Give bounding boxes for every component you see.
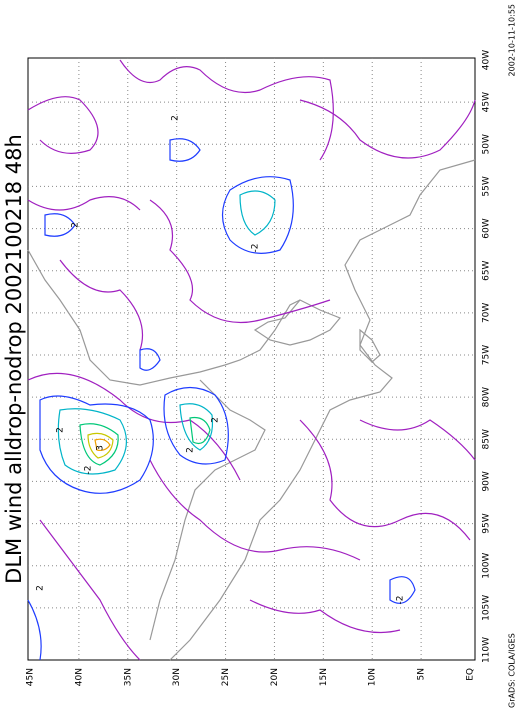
lat-label: 25N: [221, 668, 231, 686]
lon-label: 45W: [482, 92, 492, 112]
contour-label: -2: [396, 596, 406, 605]
map-title: DLM wind alldrop-nodrop 2002100218 48h: [2, 134, 26, 584]
lon-label: 100W: [482, 553, 492, 579]
lat-label: 10N: [368, 668, 378, 686]
lon-label: 60W: [482, 218, 492, 238]
lat-label: 45N: [26, 668, 36, 686]
contour-label: 2: [211, 417, 221, 423]
lat-label: 15N: [319, 668, 329, 686]
lat-label: 35N: [123, 668, 133, 686]
lat-label: 30N: [172, 668, 182, 686]
lat-label: 20N: [270, 668, 280, 686]
contour-label: -2: [84, 466, 94, 475]
footer-left: GrADS: COLA/IGES: [508, 633, 517, 708]
lon-label: 105W: [482, 595, 492, 621]
contour-label: -2: [251, 244, 261, 253]
lon-label: 90W: [482, 471, 492, 491]
contour-label: 2: [186, 447, 196, 453]
lon-label: 50W: [482, 134, 492, 154]
contour-label: 2: [56, 427, 66, 433]
lon-label: 70W: [482, 303, 492, 323]
footer-right: 2002-10-11-10:55: [508, 4, 517, 76]
contour-label: 2: [171, 115, 181, 121]
contour-label: 3: [96, 445, 106, 451]
lon-label: 55W: [482, 176, 492, 196]
lon-label: 80W: [482, 387, 492, 407]
map-frame: [27, 57, 476, 661]
lat-label: 5N: [417, 668, 427, 680]
lon-label: 110W: [482, 637, 492, 663]
grid: [28, 58, 475, 660]
lon-label: 75W: [482, 345, 492, 365]
lon-label: 95W: [482, 513, 492, 533]
contour-label: 2: [71, 222, 81, 228]
lat-label: EQ: [466, 668, 476, 681]
coastlines: [27, 159, 476, 661]
lon-label: 65W: [482, 260, 492, 280]
lon-label: 85W: [482, 429, 492, 449]
lat-label: 40N: [74, 668, 84, 686]
contour-label: 2: [36, 585, 46, 591]
labels: 40W 45W 50W 55W 60W 65W 70W 75W 80W 85W 90W 95W 100W…: [26, 4, 517, 708]
contours: [27, 59, 476, 661]
lon-label: 40W: [482, 50, 492, 70]
